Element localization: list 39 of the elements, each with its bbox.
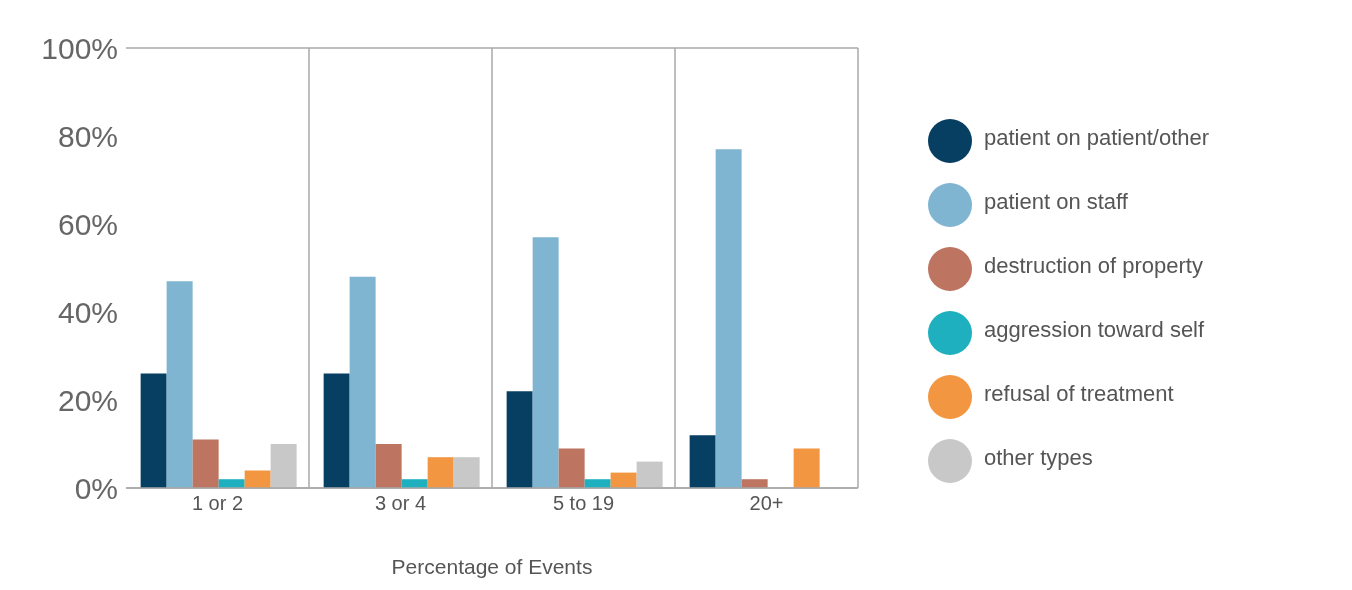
bar — [689, 435, 716, 488]
bar — [584, 479, 611, 488]
bar — [741, 479, 768, 488]
bar — [401, 479, 428, 488]
bar — [532, 237, 559, 488]
bar — [506, 391, 533, 488]
y-tick-label: 0% — [74, 471, 118, 505]
bar — [192, 439, 219, 488]
bar — [270, 444, 297, 488]
bar — [140, 373, 167, 488]
bar — [218, 479, 245, 488]
legend-label: refusal of treatment — [984, 381, 1174, 406]
bar — [793, 448, 820, 488]
x-tick-label: 20+ — [749, 492, 784, 515]
legend-label: aggression toward self — [984, 317, 1205, 342]
y-tick-label: 20% — [57, 383, 118, 417]
bar — [375, 444, 402, 488]
x-tick-label: 3 or 4 — [374, 492, 427, 515]
legend-label: destruction of property — [984, 253, 1203, 278]
y-tick-label: 100% — [41, 31, 118, 65]
x-axis-title: Percentage of Events — [391, 555, 593, 578]
legend-label: other types — [984, 445, 1093, 470]
bar — [427, 457, 454, 488]
legend-label: patient on patient/other — [984, 125, 1210, 150]
y-tick-label: 80% — [57, 119, 118, 153]
legend-label: patient on staff — [984, 189, 1128, 214]
x-tick-label: 1 or 2 — [191, 492, 244, 515]
bar — [715, 149, 742, 488]
bar — [166, 281, 193, 488]
bar — [453, 457, 480, 488]
y-tick-label: 40% — [57, 295, 118, 329]
bar — [636, 461, 663, 488]
bar — [610, 472, 637, 488]
y-tick-label: 60% — [57, 207, 118, 241]
bar — [558, 448, 585, 488]
x-tick-label: 5 to 19 — [552, 492, 615, 515]
bar — [349, 276, 376, 488]
bar — [244, 470, 271, 488]
bar — [323, 373, 350, 488]
